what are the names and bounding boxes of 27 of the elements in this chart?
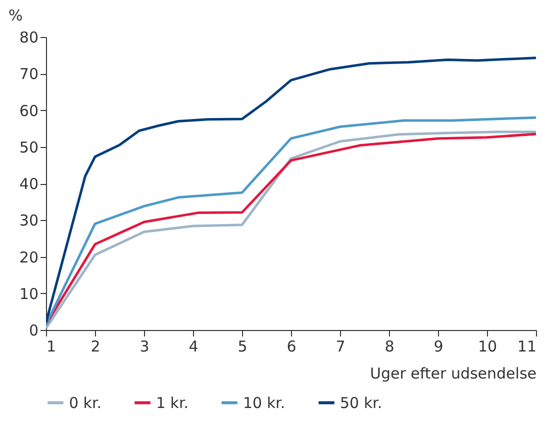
legend-label: 50 kr. <box>340 394 382 412</box>
y-tick-label: 20 <box>19 248 38 266</box>
legend-label: 10 kr. <box>243 394 286 412</box>
y-axis-title: % <box>8 6 23 24</box>
x-tick-label: 7 <box>336 338 346 356</box>
x-tick-label: 4 <box>188 338 198 356</box>
y-tick-label: 50 <box>19 138 38 156</box>
y-tick-label: 70 <box>19 65 38 84</box>
x-tick-label: 11 <box>517 338 536 356</box>
y-tick-label: 80 <box>19 28 38 46</box>
legend-label: 1 kr. <box>156 394 189 412</box>
line-series <box>46 56 536 324</box>
x-tick-label: 9 <box>434 338 444 356</box>
y-tick-label: 10 <box>19 284 38 303</box>
x-axis-title: Uger efter udsendelse <box>370 364 536 382</box>
x-tick-label: 2 <box>90 338 100 356</box>
x-tick-label: 3 <box>140 338 150 356</box>
legend-label: 0 kr. <box>69 394 102 412</box>
x-tick-label: 10 <box>478 338 498 356</box>
y-tick-label: 0 <box>28 322 38 340</box>
y-tick-label: 40 <box>19 175 38 193</box>
x-tick-label: 5 <box>238 338 248 356</box>
y-tick-label: 30 <box>19 212 38 230</box>
x-tick-label: 8 <box>384 338 394 356</box>
y-tick-label: 60 <box>19 102 38 120</box>
x-tick-label: 6 <box>286 338 296 356</box>
x-tick-label: 1 <box>46 338 56 356</box>
